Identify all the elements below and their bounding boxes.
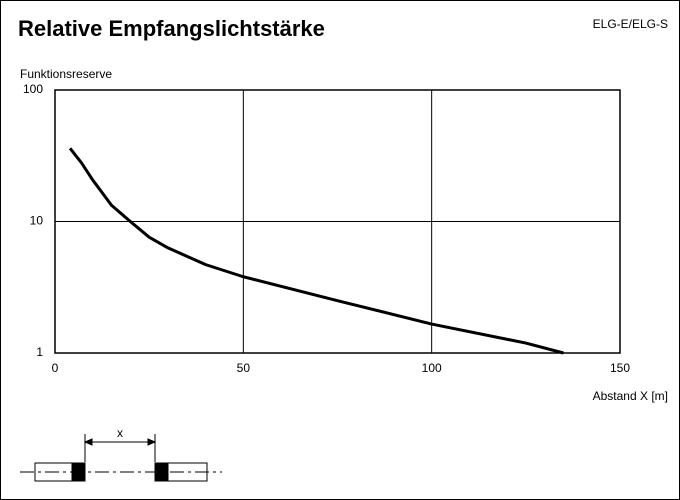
- data-line: [68, 147, 564, 355]
- distance-label: x: [117, 426, 123, 440]
- y-tick-label: 100: [23, 82, 43, 96]
- chart-subtitle: ELG-E/ELG-S: [593, 17, 668, 31]
- x-tick-label: 0: [52, 361, 59, 375]
- setup-diagram: [20, 434, 222, 482]
- x-tick-label: 100: [422, 361, 442, 375]
- x-tick-label: 150: [610, 361, 630, 375]
- x-axis-label: Abstand X [m]: [593, 389, 668, 403]
- y-tick-label: 10: [30, 214, 44, 228]
- x-tick-label: 50: [237, 361, 251, 375]
- chart-title: Relative Empfangslichtstärke: [18, 16, 325, 41]
- y-axis-label: Funktionsreserve: [20, 67, 112, 81]
- y-tick-label: 1: [36, 345, 43, 359]
